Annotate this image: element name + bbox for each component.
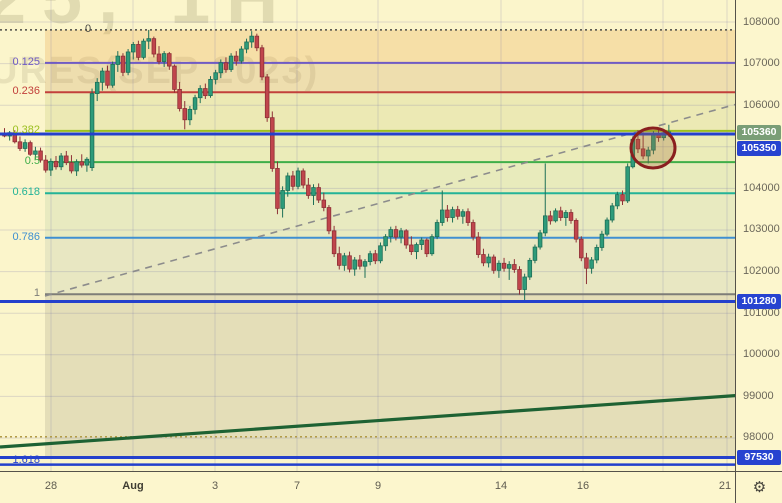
price-tick: 102000 bbox=[743, 265, 780, 278]
price-tick: 103000 bbox=[743, 223, 780, 236]
highlight-ellipse[interactable] bbox=[629, 126, 677, 170]
drawing-price-badge: 97530 bbox=[737, 450, 781, 465]
price-tick: 98000 bbox=[743, 431, 774, 444]
time-tick-7: 7 bbox=[293, 480, 301, 492]
time-tick-16: 16 bbox=[576, 480, 590, 492]
time-tick-9: 9 bbox=[374, 480, 382, 492]
time-axis[interactable]: 28 Aug 3 7 9 14 16 21 bbox=[0, 471, 735, 503]
fib-zone-fills bbox=[45, 29, 735, 458]
chart-plot-area[interactable]: 25, 1H URES(SEP 2023) 00.1250.2360.3820.… bbox=[0, 0, 735, 471]
time-tick-21: 21 bbox=[718, 480, 732, 492]
time-tick-14: 14 bbox=[494, 480, 508, 492]
current-price-badge: 105360 bbox=[737, 124, 781, 140]
candlestick-chart[interactable] bbox=[0, 0, 735, 471]
price-tick: 100000 bbox=[743, 348, 780, 361]
price-axis[interactable]: 108000 107000 106000 104000 103000 102000 1010… bbox=[735, 0, 782, 471]
horizontal-price-lines[interactable] bbox=[0, 132, 735, 466]
price-tick: 107000 bbox=[743, 57, 780, 70]
green-support-trendline[interactable] bbox=[0, 394, 735, 449]
price-tick: 106000 bbox=[743, 98, 780, 111]
price-tick: 104000 bbox=[743, 181, 780, 194]
time-tick-28: 28 bbox=[44, 480, 58, 492]
drawing-price-badge: 105350 bbox=[737, 140, 781, 156]
candles bbox=[2, 29, 672, 301]
axis-settings-corner: ⚙ bbox=[735, 471, 782, 503]
dashed-rising-trendline[interactable] bbox=[44, 103, 735, 297]
drawing-price-badge: 101280 bbox=[737, 294, 781, 309]
price-tick: 99000 bbox=[743, 389, 774, 402]
price-tick: 108000 bbox=[743, 15, 780, 28]
time-tick-Aug: Aug bbox=[122, 480, 144, 492]
time-tick-3: 3 bbox=[211, 480, 219, 492]
price-tick: 101000 bbox=[743, 306, 780, 319]
gear-icon[interactable]: ⚙ bbox=[752, 479, 767, 496]
